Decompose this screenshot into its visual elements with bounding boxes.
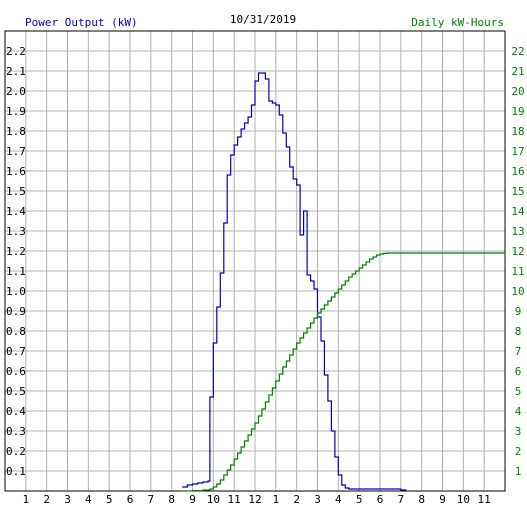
left-tick-label: 2.1 (6, 65, 26, 78)
left-tick-label: 2.2 (6, 45, 26, 58)
right-tick-label: 9 (515, 305, 522, 318)
right-axis-label: Daily kW-Hours (411, 16, 504, 29)
x-tick-label: 3 (64, 493, 71, 506)
right-tick-label: 1 (515, 465, 522, 478)
x-tick-label: 7 (148, 493, 155, 506)
right-tick-label: 16 (511, 165, 524, 178)
right-tick-label: 21 (511, 65, 524, 78)
left-tick-label: 1.8 (6, 125, 26, 138)
plot-frame (4, 30, 506, 492)
right-tick-label: 17 (511, 145, 524, 158)
left-tick-label: 1.1 (6, 265, 26, 278)
right-tick-label: 5 (515, 385, 522, 398)
x-tick-label: 1 (273, 493, 280, 506)
x-tick-label: 4 (335, 493, 342, 506)
left-tick-label: 0.7 (6, 345, 26, 358)
left-tick-label: 1.2 (6, 245, 26, 258)
left-tick-label: 0.1 (6, 465, 26, 478)
right-tick-label: 19 (511, 105, 524, 118)
left-axis-ticks: 0.1 0.2 0.3 0.4 0.5 0.6 0.7 0.8 0.9 1.0 1.1 1.2 1.3 1… (6, 45, 26, 478)
right-tick-label: 13 (511, 225, 524, 238)
x-tick-label: 10 (457, 493, 470, 506)
x-tick-label: 2 (43, 493, 50, 506)
left-tick-label: 2.0 (6, 85, 26, 98)
x-tick-label: 7 (398, 493, 405, 506)
grid-lines (5, 31, 505, 491)
x-tick-label: 9 (189, 493, 196, 506)
x-tick-label: 5 (106, 493, 113, 506)
right-tick-label: 8 (515, 325, 522, 338)
right-tick-label: 18 (511, 125, 524, 138)
left-tick-label: 0.4 (6, 405, 26, 418)
x-tick-label: 8 (418, 493, 425, 506)
left-tick-label: 0.5 (6, 385, 26, 398)
left-tick-label: 1.5 (6, 185, 26, 198)
x-tick-label: 2 (293, 493, 300, 506)
left-tick-label: 1.4 (6, 205, 26, 218)
right-tick-label: 6 (515, 365, 522, 378)
left-tick-label: 0.3 (6, 425, 26, 438)
left-tick-label: 1.0 (6, 285, 26, 298)
right-tick-label: 14 (511, 205, 525, 218)
chart-title: 10/31/2019 (230, 13, 296, 26)
right-tick-label: 3 (515, 425, 522, 438)
right-tick-label: 22 (511, 45, 524, 58)
right-tick-label: 10 (511, 285, 524, 298)
left-tick-label: 0.9 (6, 305, 26, 318)
x-tick-label: 10 (207, 493, 220, 506)
right-tick-label: 7 (515, 345, 522, 358)
left-tick-label: 1.6 (6, 165, 26, 178)
right-tick-label: 15 (511, 185, 524, 198)
left-axis-label: Power Output (kW) (25, 16, 138, 29)
left-tick-label: 1.9 (6, 105, 26, 118)
x-tick-label: 4 (85, 493, 92, 506)
left-tick-label: 1.3 (6, 225, 26, 238)
x-tick-label: 9 (439, 493, 446, 506)
left-tick-label: 0.2 (6, 445, 26, 458)
x-tick-label: 6 (377, 493, 384, 506)
right-tick-label: 12 (511, 245, 524, 258)
series-line-power-output (182, 72, 407, 491)
x-tick-label: 6 (127, 493, 134, 506)
x-tick-label: 1 (23, 493, 30, 506)
x-tick-label: 5 (356, 493, 363, 506)
right-tick-label: 20 (511, 85, 524, 98)
x-tick-label: 11 (478, 493, 491, 506)
series-layer (182, 72, 505, 492)
x-tick-label: 8 (168, 493, 175, 506)
x-axis-ticks: 1 2 3 4 5 6 7 8 9 10 11 12 1 2 3 4 5 6 7 8 9 10 11 (23, 493, 491, 506)
right-tick-label: 2 (515, 445, 522, 458)
series-line-daily-kwh (182, 252, 505, 492)
left-tick-label: 1.7 (6, 145, 26, 158)
left-tick-label: 0.8 (6, 325, 26, 338)
right-tick-label: 11 (511, 265, 524, 278)
x-tick-label: 3 (314, 493, 321, 506)
x-tick-label: 11 (228, 493, 241, 506)
left-tick-label: 0.6 (6, 365, 26, 378)
x-tick-label: 12 (248, 493, 261, 506)
right-tick-label: 4 (515, 405, 522, 418)
